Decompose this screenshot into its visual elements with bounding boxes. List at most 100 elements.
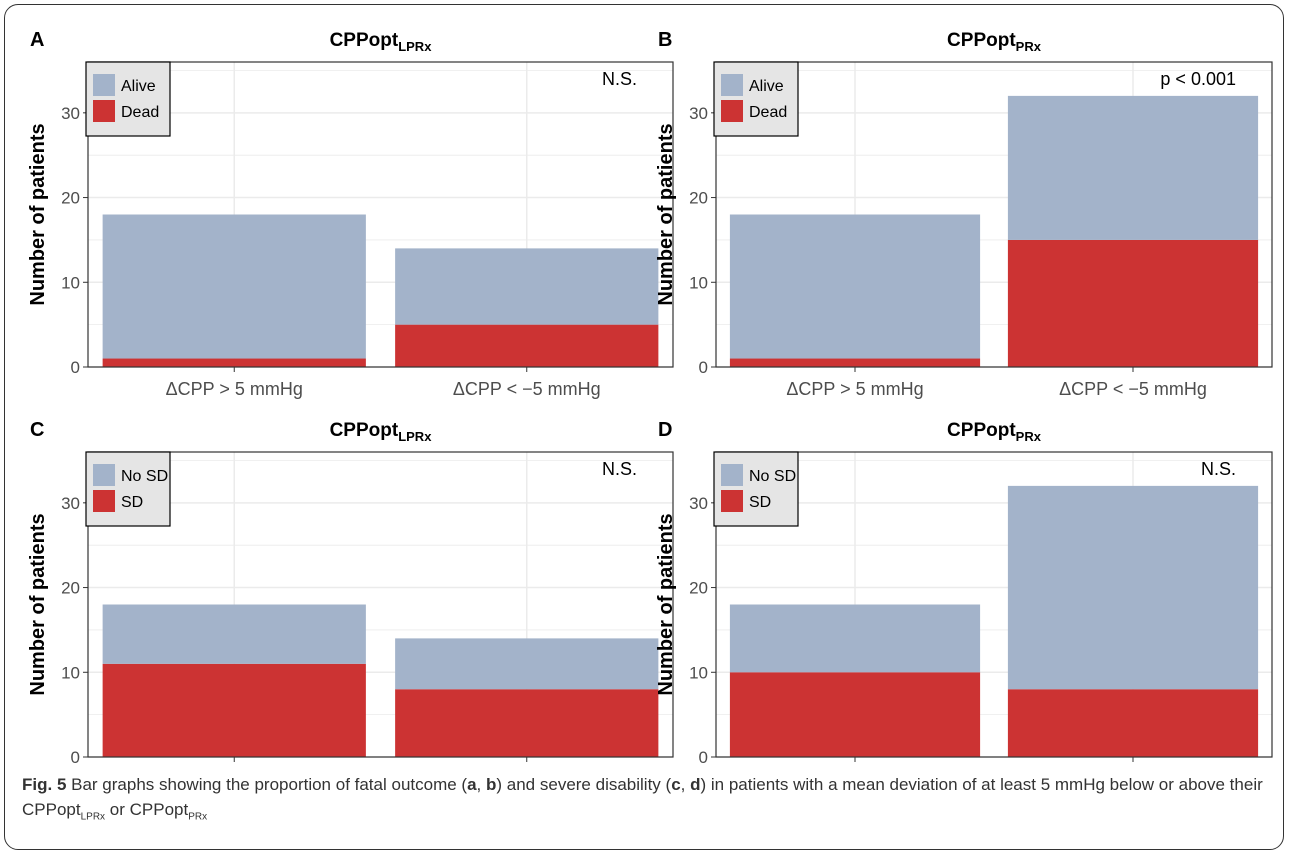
x-tick-label: ΔCPP < −5 mmHg — [453, 769, 601, 770]
panel-title-main: CPPopt — [947, 420, 1016, 441]
caption-text-2: ) and severe disability ( — [496, 775, 672, 794]
legend-label: SD — [749, 494, 771, 511]
bar-no-sd — [102, 604, 366, 664]
legend-swatch — [93, 490, 115, 512]
panel-title: CPPoptLPRx — [330, 420, 433, 444]
y-tick-label: 0 — [71, 748, 80, 767]
bar-dead — [1007, 239, 1259, 367]
x-tick-label: ΔCPP > 5 mmHg — [166, 769, 303, 770]
y-tick-label: 0 — [71, 358, 80, 377]
y-tick-label: 20 — [61, 579, 80, 598]
legend-box — [713, 451, 799, 527]
y-tick-label: 0 — [699, 358, 708, 377]
bar-dead — [102, 358, 366, 367]
y-axis-label: Number of patients — [655, 513, 677, 695]
bar-alive — [102, 214, 366, 359]
caption-label: Fig. 5 — [22, 775, 67, 794]
panel-title-sub: LPRx — [398, 39, 432, 54]
legend-box — [85, 451, 171, 527]
panel-title-sub: PRx — [1016, 39, 1042, 54]
panel-title: CPPoptPRx — [947, 30, 1042, 54]
panel-border — [715, 451, 1273, 758]
panel-border — [715, 61, 1273, 368]
legend-swatch — [721, 464, 743, 486]
legend-swatch — [721, 74, 743, 96]
legend-swatch — [93, 74, 115, 96]
panel-letter: B — [658, 29, 672, 51]
bar-dead — [729, 358, 981, 367]
y-tick-label: 10 — [689, 273, 708, 292]
panel-title: CPPoptLPRx — [330, 30, 433, 54]
bar-no-sd — [1007, 485, 1259, 690]
legend-label: Alive — [749, 78, 784, 95]
legend: No SD SD — [85, 451, 171, 527]
y-tick-label: 20 — [61, 189, 80, 208]
y-tick-label: 30 — [689, 104, 708, 123]
bar-dead — [395, 324, 659, 367]
y-tick-label: 10 — [61, 663, 80, 682]
legend: Alive Dead — [85, 61, 171, 137]
legend: Alive Dead — [713, 61, 799, 137]
caption-sub-2: PRx — [188, 811, 208, 823]
panel-title: CPPoptPRx — [947, 420, 1042, 444]
legend-swatch — [93, 464, 115, 486]
panel-title-sub: LPRx — [398, 429, 432, 444]
legend-label: No SD — [121, 468, 168, 485]
y-axis-label: Number of patients — [27, 123, 49, 305]
bar-sd — [102, 663, 366, 757]
bar-sd — [729, 672, 981, 757]
caption-ref-d: d — [690, 775, 701, 794]
bar-alive — [1007, 95, 1259, 240]
y-axis-label: Number of patients — [27, 513, 49, 695]
y-axis-label: Number of patients — [655, 123, 677, 305]
figure-frame — [4, 4, 1284, 850]
figure-caption: Fig. 5 Bar graphs showing the proportion… — [22, 772, 1272, 829]
panel-c: C CPPoptLPRx Number of patients 0 10 20 30 ΔCPP… — [27, 419, 674, 770]
legend-label: No SD — [749, 468, 796, 485]
significance-annotation: N.S. — [602, 69, 637, 89]
x-tick-label: ΔCPP < −5 mmHg — [1059, 379, 1207, 399]
caption-comma-1: , — [476, 775, 486, 794]
legend-label: Dead — [749, 104, 787, 121]
bar-no-sd — [395, 638, 659, 690]
caption-ref-a: a — [467, 775, 477, 794]
legend-swatch — [93, 100, 115, 122]
caption-ref-b: b — [486, 775, 497, 794]
bar-sd — [1007, 689, 1259, 757]
y-tick-label: 0 — [699, 748, 708, 767]
caption-text-1: Bar graphs showing the proportion of fat… — [66, 775, 468, 794]
caption-sub-1: LPRx — [80, 811, 106, 823]
caption-comma-2: , — [680, 775, 691, 794]
panel-b: B CPPoptPRx Number of patients 0 10 20 30 ΔCPP … — [655, 29, 1273, 399]
panel-a: A CPPoptLPRx Number of patients 0 10 20 30 ΔCPP… — [27, 29, 674, 399]
legend-swatch — [721, 100, 743, 122]
x-tick-label: ΔCPP > 5 mmHg — [166, 379, 303, 399]
y-tick-label: 10 — [61, 273, 80, 292]
panel-title-sub: PRx — [1016, 429, 1042, 444]
significance-annotation: N.S. — [1201, 459, 1236, 479]
y-tick-label: 30 — [61, 494, 80, 513]
panel-letter: A — [30, 29, 44, 51]
y-tick-label: 20 — [689, 189, 708, 208]
panel-border — [87, 451, 674, 758]
panel-title-main: CPPopt — [330, 420, 399, 441]
panel-border — [87, 61, 674, 368]
x-tick-label: ΔCPP < −5 mmHg — [1059, 769, 1207, 770]
significance-annotation: N.S. — [602, 459, 637, 479]
x-tick-label: ΔCPP < −5 mmHg — [453, 379, 601, 399]
legend-label: SD — [121, 494, 143, 511]
panel-title-main: CPPopt — [947, 30, 1016, 51]
legend-box — [713, 61, 799, 137]
x-tick-label: ΔCPP > 5 mmHg — [786, 769, 923, 770]
y-tick-label: 10 — [689, 663, 708, 682]
caption-text-3: ) in patients with a mean deviation of a… — [22, 775, 1263, 819]
panel-letter: D — [658, 419, 672, 441]
caption-text-4: or CPPopt — [105, 800, 189, 819]
bar-sd — [395, 689, 659, 757]
panel-title-main: CPPopt — [330, 30, 399, 51]
bar-alive — [395, 248, 659, 325]
panel-letter: C — [30, 419, 44, 441]
significance-annotation: p < 0.001 — [1160, 69, 1236, 89]
caption-ref-c: c — [671, 775, 681, 794]
